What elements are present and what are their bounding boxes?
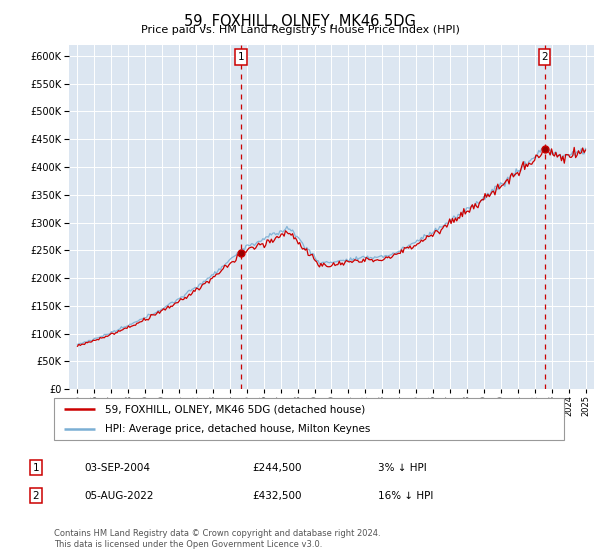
Text: 3% ↓ HPI: 3% ↓ HPI [378,463,427,473]
Text: HPI: Average price, detached house, Milton Keynes: HPI: Average price, detached house, Milt… [105,424,370,434]
Text: 59, FOXHILL, OLNEY, MK46 5DG (detached house): 59, FOXHILL, OLNEY, MK46 5DG (detached h… [105,404,365,414]
Text: Price paid vs. HM Land Registry's House Price Index (HPI): Price paid vs. HM Land Registry's House … [140,25,460,35]
Text: Contains HM Land Registry data © Crown copyright and database right 2024.
This d: Contains HM Land Registry data © Crown c… [54,529,380,549]
Text: 2: 2 [32,491,40,501]
Text: 05-AUG-2022: 05-AUG-2022 [84,491,154,501]
Text: 1: 1 [238,52,245,62]
Text: 16% ↓ HPI: 16% ↓ HPI [378,491,433,501]
Text: 2: 2 [541,52,548,62]
Text: £244,500: £244,500 [252,463,302,473]
Text: 03-SEP-2004: 03-SEP-2004 [84,463,150,473]
Text: 1: 1 [32,463,40,473]
Text: £432,500: £432,500 [252,491,302,501]
Text: 59, FOXHILL, OLNEY, MK46 5DG: 59, FOXHILL, OLNEY, MK46 5DG [184,14,416,29]
